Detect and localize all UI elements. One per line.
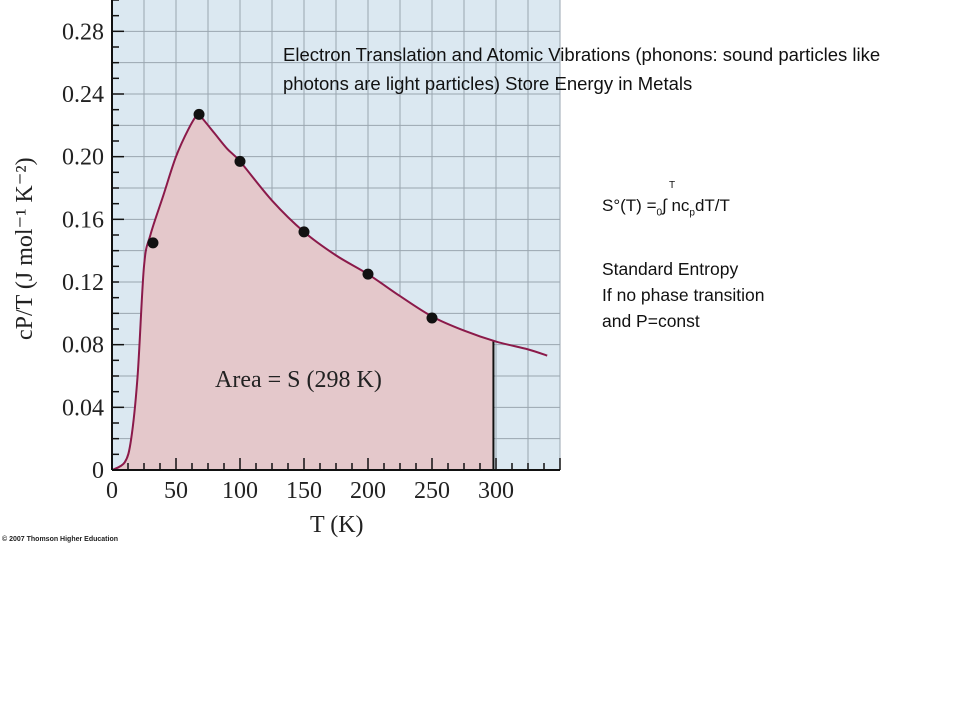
formula-notes: Standard Entropy If no phase transition … — [602, 256, 764, 334]
y-axis-title: cP/T (J mol⁻¹ K⁻²) — [12, 157, 38, 340]
x-tick-label: 300 — [478, 478, 514, 504]
y-tick-label: 0.16 — [62, 207, 104, 233]
note-line: Standard Entropy — [602, 259, 739, 279]
x-tick-label: 250 — [414, 478, 450, 504]
x-tick-label: 150 — [286, 478, 322, 504]
integral-lower-limit: 0 — [656, 207, 663, 219]
axis-layer — [111, 0, 561, 471]
x-tick-label: 50 — [164, 478, 188, 504]
formula-left: S°(T) = — [602, 196, 657, 215]
y-tick-label: 0 — [92, 458, 104, 484]
y-tick-labels: 0 0.04 0.08 0.12 0.16 0.20 0.24 0.28 — [62, 19, 104, 484]
fill-layer — [112, 114, 495, 470]
data-point — [147, 237, 159, 249]
note-line: If no phase transition — [602, 285, 765, 305]
area-annotation: Area = S (298 K) — [215, 367, 382, 393]
formula-subscript: p — [689, 207, 695, 219]
y-tick-label: 0.28 — [62, 19, 104, 45]
y-tick-label: 0.20 — [62, 145, 104, 171]
x-tick-labels: 0 50 100 150 200 250 300 — [106, 478, 514, 504]
integral-upper-limit: T — [669, 180, 676, 191]
slide-headline: Electron Translation and Atomic Vibratio… — [283, 44, 881, 94]
note-line: and P=const — [602, 311, 700, 331]
y-tick-label: 0.12 — [62, 270, 104, 296]
formula-right: dT/T — [694, 196, 730, 215]
x-tick-label: 100 — [222, 478, 258, 504]
data-point — [362, 268, 374, 280]
x-axis-title: T (K) — [310, 512, 364, 538]
data-point — [426, 312, 438, 324]
formula-integral: ∫ nc — [662, 196, 690, 215]
data-point — [234, 155, 246, 167]
x-tick-label: 200 — [350, 478, 386, 504]
y-tick-label: 0.04 — [62, 395, 104, 421]
y-tick-label: 0.24 — [62, 82, 104, 108]
area-under-curve — [112, 114, 494, 470]
y-tick-label: 0.08 — [62, 333, 104, 359]
copyright-notice: © 2007 Thomson Higher Education — [2, 536, 119, 543]
x-tick-label: 0 — [106, 478, 118, 504]
points-layer — [147, 108, 438, 324]
data-point — [193, 108, 205, 120]
entropy-formula: T S°(T) =0∫ ncpdT/T — [602, 180, 730, 219]
data-point — [298, 226, 310, 238]
